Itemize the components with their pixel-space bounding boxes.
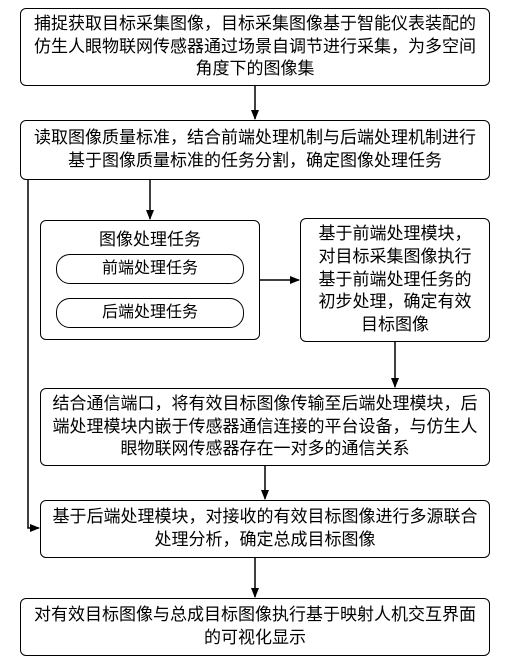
node-frontend-process: 基于前端处理模块，对目标采集图像执行基于前端处理任务的初步处理，确定有效目标图像 bbox=[300, 218, 490, 342]
node-text: 基于前端处理模块，对目标采集图像执行基于前端处理任务的初步处理，确定有效目标图像 bbox=[311, 223, 479, 338]
node-text: 结合通信端口，将有效目标图像传输至后端处理模块，后端处理模块内嵌于传感器通信连接… bbox=[51, 393, 479, 462]
node-text: 读取图像质量标准，结合前端处理机制与后端处理机制进行基于图像质量标准的任务分割，… bbox=[31, 127, 479, 173]
edge-n2-n6-bypass bbox=[28, 180, 39, 528]
node-text: 图像处理任务 bbox=[99, 225, 201, 250]
node-multisource-analysis: 基于后端处理模块，对接收的有效目标图像进行多源联合处理分析，确定总成目标图像 bbox=[40, 500, 490, 558]
node-backend-task: 后端处理任务 bbox=[56, 298, 244, 328]
node-visualize: 对有效目标图像与总成目标图像执行基于映射人机交互界面的可视化显示 bbox=[20, 598, 490, 656]
node-text: 前端处理任务 bbox=[102, 259, 198, 278]
flowchart-canvas: 捕捉获取目标采集图像，目标采集图像基于智能仪表装配的仿生人眼物联网传感器通过场景… bbox=[0, 0, 509, 669]
node-task-group-title: 图像处理任务 bbox=[80, 224, 220, 250]
node-text: 对有效目标图像与总成目标图像执行基于映射人机交互界面的可视化显示 bbox=[31, 604, 479, 650]
node-text: 后端处理任务 bbox=[102, 303, 198, 322]
node-read-standard: 读取图像质量标准，结合前端处理机制与后端处理机制进行基于图像质量标准的任务分割，… bbox=[20, 120, 490, 180]
node-capture-image: 捕捉获取目标采集图像，目标采集图像基于智能仪表装配的仿生人眼物联网传感器通过场景… bbox=[20, 8, 490, 86]
node-text: 捕捉获取目标采集图像，目标采集图像基于智能仪表装配的仿生人眼物联网传感器通过场景… bbox=[31, 13, 479, 82]
node-frontend-task: 前端处理任务 bbox=[56, 254, 244, 284]
node-transfer-backend: 结合通信端口，将有效目标图像传输至后端处理模块，后端处理模块内嵌于传感器通信连接… bbox=[40, 388, 490, 466]
node-text: 基于后端处理模块，对接收的有效目标图像进行多源联合处理分析，确定总成目标图像 bbox=[51, 506, 479, 552]
